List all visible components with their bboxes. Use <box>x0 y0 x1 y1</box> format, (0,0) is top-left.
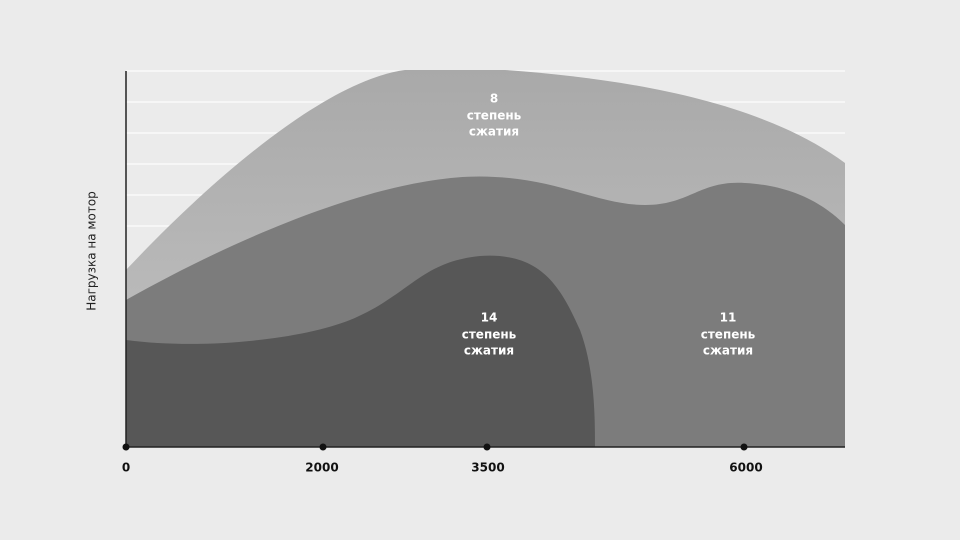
region-label: 11 <box>720 311 737 325</box>
region-label: степень <box>701 328 756 342</box>
tick-dot <box>740 443 748 451</box>
region-14 <box>126 255 595 447</box>
tick-dots <box>122 443 748 451</box>
region-label: степень <box>462 328 517 342</box>
y-axis-label: Нагрузка на мотор <box>85 191 99 311</box>
region-label: 8 <box>490 92 498 106</box>
region-label: 14 <box>481 311 498 325</box>
x-tick-label: 6000 <box>729 461 762 475</box>
tick-dot <box>483 443 491 451</box>
x-tick-label: 2000 <box>305 461 338 475</box>
region-label: сжатия <box>469 125 519 139</box>
x-tick-label: 0 <box>122 461 130 475</box>
region-label: сжатия <box>464 344 514 358</box>
tick-dot <box>319 443 327 451</box>
region-label: сжатия <box>703 344 753 358</box>
tick-dot <box>122 443 130 451</box>
region-label: степень <box>467 109 522 123</box>
x-tick-label: 3500 <box>471 461 504 475</box>
